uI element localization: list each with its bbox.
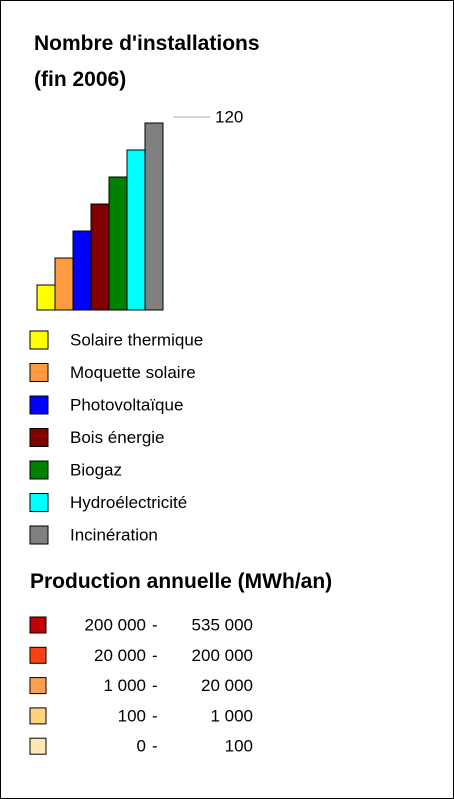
class-min: 200 000 bbox=[85, 615, 146, 634]
class-sep: - bbox=[152, 646, 158, 665]
class-swatch bbox=[29, 707, 47, 725]
legend-subtitle: (fin 2006) bbox=[34, 68, 126, 91]
class-sep: - bbox=[152, 615, 158, 634]
class-sep: - bbox=[152, 737, 158, 756]
category-label: Moquette solaire bbox=[70, 363, 196, 382]
category-swatch bbox=[29, 460, 49, 480]
class-max: 535 000 bbox=[192, 615, 253, 634]
class-max: 200 000 bbox=[192, 646, 253, 665]
symbol-bar bbox=[126, 149, 146, 311]
category-swatch bbox=[29, 330, 49, 350]
class-max: 1 000 bbox=[210, 706, 253, 725]
symbol-bar bbox=[36, 284, 56, 311]
symbol-bar bbox=[108, 176, 128, 311]
category-swatch bbox=[29, 363, 49, 382]
legend-title: Nombre d'installations bbox=[34, 32, 260, 55]
category-label: Solaire thermique bbox=[70, 330, 203, 349]
class-swatch bbox=[29, 677, 47, 695]
class-min: 0 bbox=[137, 737, 146, 756]
class-swatch bbox=[29, 737, 47, 755]
category-swatch bbox=[29, 395, 49, 415]
symbol-bar bbox=[72, 230, 92, 311]
symbol-bar bbox=[90, 203, 110, 311]
production-title: Production annuelle (MWh/an) bbox=[30, 570, 332, 593]
class-swatch bbox=[29, 646, 47, 664]
symbol-bar bbox=[54, 257, 74, 311]
category-label: Incinération bbox=[70, 525, 158, 544]
category-swatch bbox=[29, 525, 49, 545]
class-max: 100 bbox=[225, 737, 253, 756]
category-label: Photovoltaïque bbox=[70, 395, 183, 414]
class-max: 20 000 bbox=[201, 676, 253, 695]
class-sep: - bbox=[152, 676, 158, 695]
class-min: 100 bbox=[118, 706, 146, 725]
category-label: Biogaz bbox=[70, 460, 122, 479]
size-key bbox=[36, 122, 164, 311]
symbol-bar bbox=[144, 122, 164, 311]
class-min: 1 000 bbox=[103, 676, 146, 695]
category-label: Hydroélectricité bbox=[70, 493, 187, 512]
category-swatch bbox=[29, 428, 49, 447]
class-sep: - bbox=[152, 706, 158, 725]
class-min: 20 000 bbox=[94, 646, 146, 665]
scale-label: 120 bbox=[215, 107, 243, 126]
category-swatch bbox=[29, 493, 49, 512]
category-label: Bois énergie bbox=[70, 428, 165, 447]
class-swatch bbox=[29, 616, 47, 634]
category-list: Solaire thermique Moquette solaire Photovo… bbox=[29, 330, 203, 545]
